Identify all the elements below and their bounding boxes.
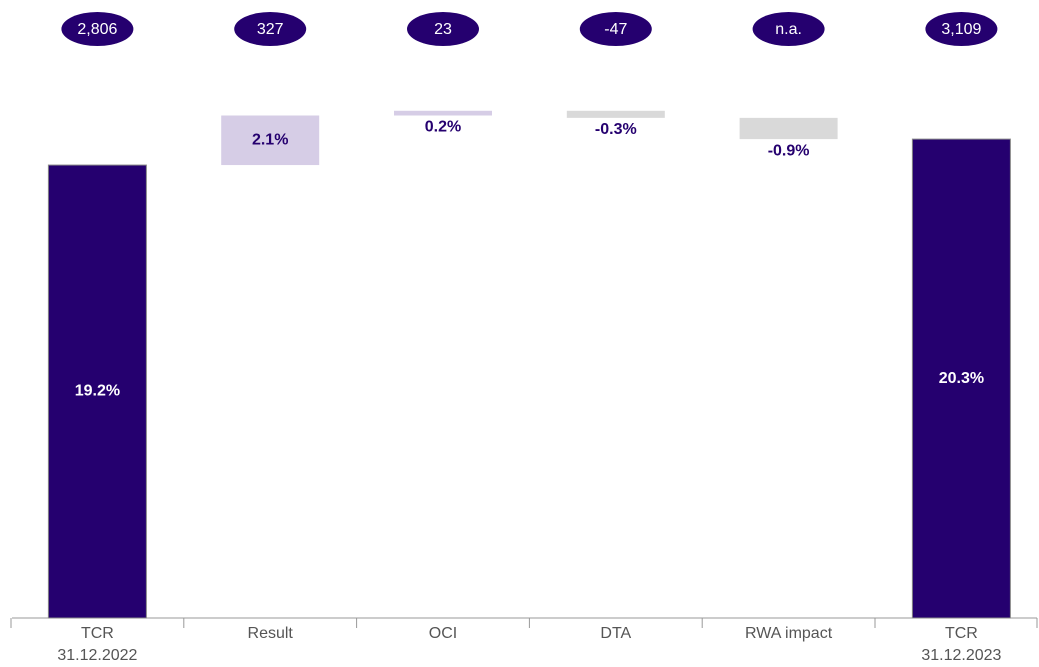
value-label: 2.1% [252,132,288,149]
annotation-bubble [925,12,998,46]
annotation-bubble [234,12,307,46]
value-label: -0.9% [768,142,810,159]
value-label: 19.2% [75,383,120,400]
annotation-label: n.a. [775,21,802,38]
annotation-label: 3,109 [941,21,981,38]
bar [566,110,665,118]
x-tick-label: TCR 31.12.2022 [57,625,137,664]
annotation-bubble [407,12,479,46]
annotation-label: 2,806 [77,21,117,38]
x-tick-label: OCI [429,625,457,642]
annotation-label: -47 [604,21,627,38]
annotation-label: 23 [434,21,452,38]
x-tick-label: TCR 31.12.2023 [921,625,1001,664]
value-label: 0.2% [425,119,461,136]
bar [739,117,838,140]
bar [911,138,1011,619]
annotation-bubble [752,12,825,46]
annotation-label: 327 [257,21,284,38]
annotation-bubble [61,12,134,46]
bar [47,164,147,619]
bar [394,110,492,116]
bar [221,115,320,166]
x-tick-label: Result [248,625,294,642]
x-tick-label: DTA [600,625,631,642]
x-tick-label: RWA impact [745,625,833,642]
value-label: -0.3% [595,121,637,138]
annotation-bubble [579,12,652,46]
value-label: 20.3% [939,370,984,387]
